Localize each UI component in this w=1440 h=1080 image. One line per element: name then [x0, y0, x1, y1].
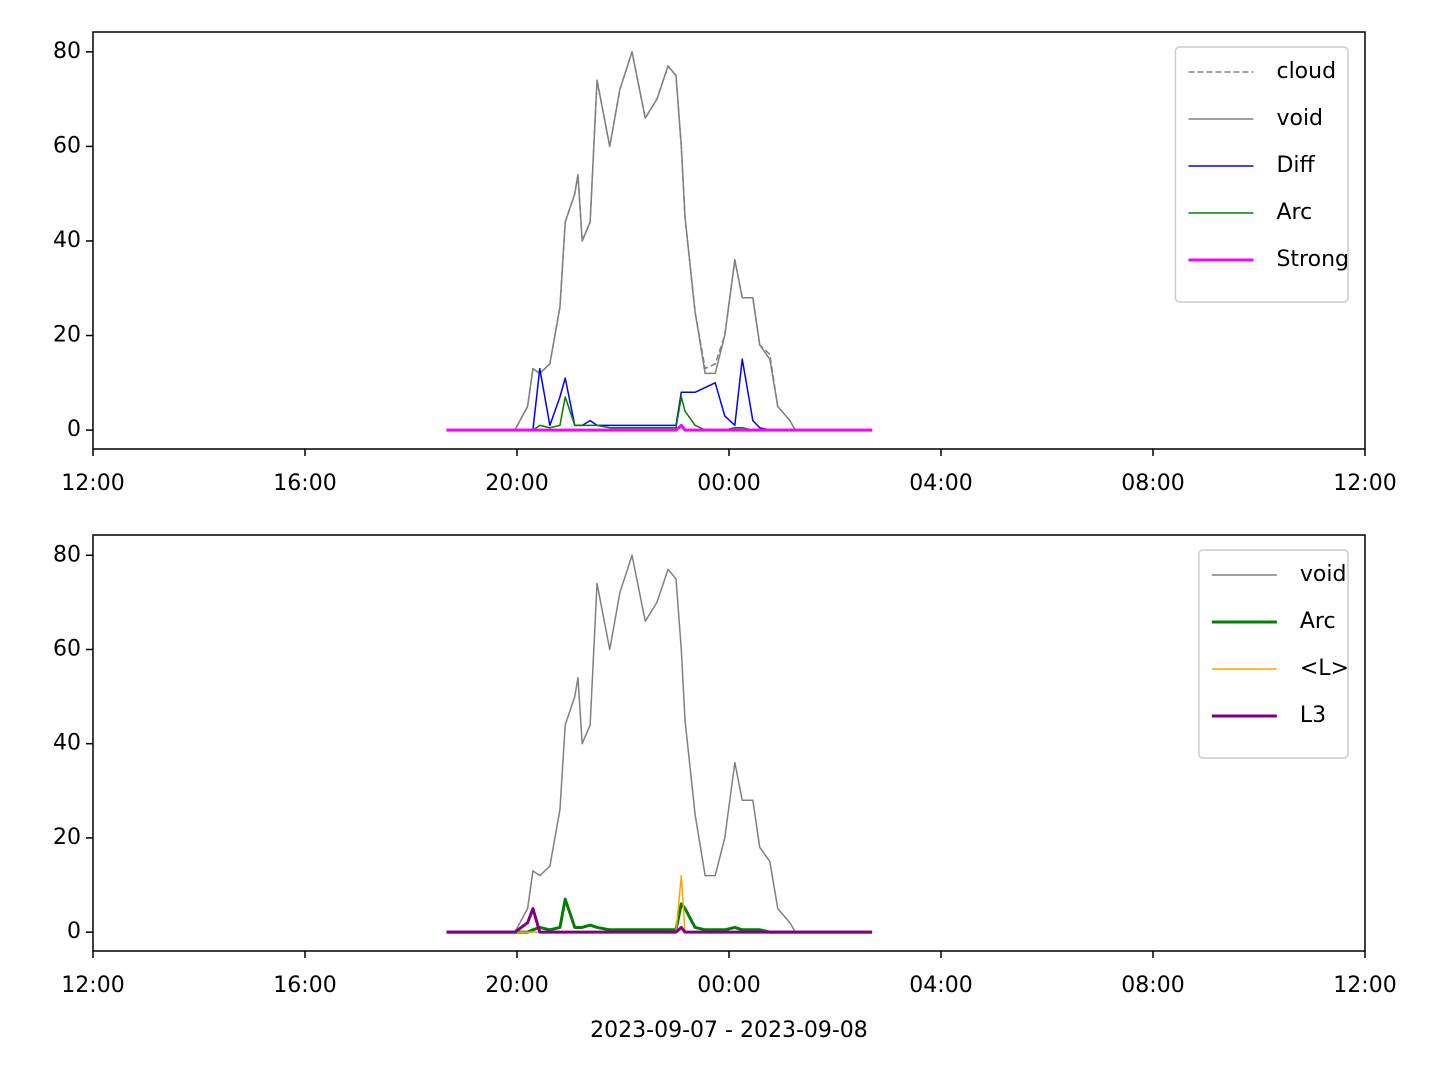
legend-label: Diff — [1276, 153, 1315, 178]
y-tick-label: 20 — [53, 323, 81, 348]
x-tick-label: 12:00 — [61, 973, 124, 998]
plot-area — [446, 554, 873, 934]
series-line — [446, 554, 873, 933]
x-tick-label: 12:00 — [61, 471, 124, 496]
y-tick-label: 40 — [53, 731, 81, 756]
legend: cloud void Diff Arc Strong — [1174, 46, 1349, 303]
axes-frame — [92, 31, 1366, 450]
x-tick-label: 04:00 — [909, 471, 972, 496]
x-tick-label: 12:00 — [1333, 471, 1396, 496]
legend-box — [1174, 46, 1349, 303]
axes-frame — [92, 534, 1366, 952]
y-tick-label: 80 — [53, 542, 81, 567]
x-tick-label: 12:00 — [1333, 973, 1396, 998]
x-tick-label: 20:00 — [485, 471, 548, 496]
y-tick-label: 0 — [67, 417, 81, 442]
series-line — [446, 358, 873, 431]
legend: void Arc <L> L3 — [1198, 549, 1349, 759]
x-tick-label: 08:00 — [1121, 471, 1184, 496]
legend-label: L3 — [1300, 703, 1326, 728]
series-line — [446, 874, 873, 933]
y-tick-label: 60 — [53, 133, 81, 158]
series-line — [446, 897, 873, 934]
x-tick-label: 20:00 — [485, 973, 548, 998]
legend-label: Arc — [1276, 200, 1312, 225]
y-tick-label: 80 — [53, 39, 81, 64]
x-tick-label: 00:00 — [697, 471, 760, 496]
legend-label: Strong — [1276, 247, 1349, 272]
legend-box — [1198, 549, 1349, 759]
x-tick-label: 00:00 — [697, 973, 760, 998]
series-line — [446, 907, 873, 934]
series-line — [446, 51, 873, 431]
y-tick-label: 20 — [53, 825, 81, 850]
y-tick-label: 60 — [53, 636, 81, 661]
x-tick-label: 16:00 — [273, 973, 336, 998]
x-tick-label: 04:00 — [909, 973, 972, 998]
plot-area — [446, 51, 873, 432]
series-line — [446, 423, 873, 432]
y-tick-label: 40 — [53, 228, 81, 253]
x-tick-label: 16:00 — [273, 471, 336, 496]
x-tick-label: 08:00 — [1121, 973, 1184, 998]
legend-label: Arc — [1300, 609, 1336, 634]
series-line — [446, 51, 873, 431]
legend-label: void — [1300, 562, 1347, 587]
legend-label: <L> — [1300, 656, 1349, 681]
x-axis-label: 2023-09-07 - 2023-09-08 — [590, 1018, 868, 1043]
legend-label: cloud — [1276, 59, 1336, 84]
y-tick-label: 0 — [67, 919, 81, 944]
legend-label: void — [1276, 106, 1323, 131]
